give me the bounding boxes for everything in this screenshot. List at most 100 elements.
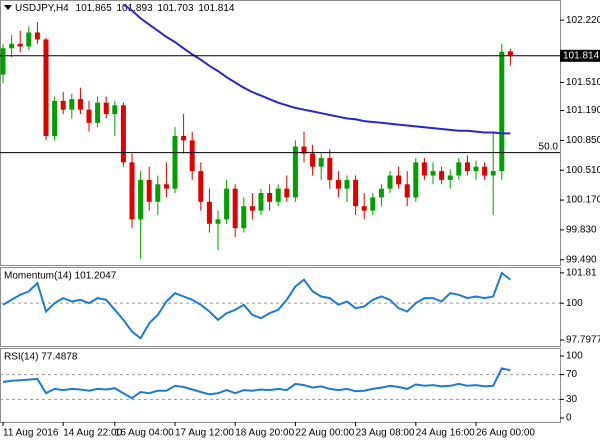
momentum-pane [0,267,561,347]
x-tick-label: 22 Aug 00:00 [295,428,354,439]
y-tick-label: 101.190 [566,105,600,116]
price-label: 101.814 [563,50,600,61]
ohlc-open: 101.865 [76,3,113,14]
y-tick-label: 100.850 [566,135,600,146]
y-tick-label: 0 [566,413,572,424]
level-label: 50.0 [539,141,559,152]
y-tick-label: 101.81 [566,267,597,278]
candle-body [387,175,393,189]
candle-body [95,102,101,123]
x-tick-label: 24 Aug 16:00 [416,428,475,439]
indicator-line [2,271,512,340]
candle-body [275,188,281,202]
candle-body [447,175,453,180]
candle-body [499,51,505,172]
candle-body [86,109,92,123]
candle-body [335,179,341,189]
candle-body [301,146,307,154]
candle-body [249,206,255,211]
symbol-marker [4,5,12,10]
candle-body [267,193,273,202]
ohlc-low: 101.703 [157,3,194,14]
candle-body [77,99,83,110]
x-tick-label: 17 Aug 12:00 [175,428,234,439]
candle-body [52,100,58,137]
candle-body [34,32,40,40]
candle-body [181,136,187,141]
candle-body [138,179,144,220]
y-tick-label: 100 [566,298,583,309]
candle-body [413,162,419,198]
y-tick-label: 97.7977 [566,335,600,346]
x-tick-label: 26 Aug 00:00 [476,428,535,439]
candle-body [507,51,513,56]
candle-body [456,162,462,176]
y-tick-label: 101.510 [566,77,600,88]
ohlc-close: 101.814 [198,3,235,14]
y-tick-label: 30 [566,394,578,405]
rsi-pane [0,348,561,423]
candle-body [361,206,367,211]
candle-body [9,43,15,49]
y-tick-label: 100.170 [566,195,600,206]
candle-body [241,206,247,229]
candle-body [103,102,109,115]
candle-body [318,157,324,167]
candle-body [224,188,230,220]
candle-body [490,171,496,176]
y-tick-label: 99.490 [566,254,597,265]
candle-body [43,39,49,137]
chart-header: USDJPY,H4 101.865 101.893 101.703 101.81… [15,3,235,14]
candle-body [69,99,75,110]
moving-average [122,3,511,135]
y-tick-label: 70 [566,369,578,380]
candle-body [189,140,195,172]
y-tick-label: 100.510 [566,165,600,176]
candle-body [26,32,32,47]
candle-body [129,162,135,220]
candle-body [327,157,333,180]
candle-body [60,100,66,110]
candle-body [155,184,161,202]
price-box [560,49,600,62]
candle-body [378,188,384,198]
candle-body [163,184,169,189]
candle-body [292,146,298,198]
candle-body [206,201,212,224]
candle-body [482,166,488,176]
candle-body [310,153,316,167]
x-tick-label: 23 Aug 08:00 [356,428,415,439]
y-tick-label: 99.830 [566,225,597,236]
candle-body [0,48,6,75]
candle-body [473,166,479,172]
candle-body [17,43,23,47]
symbol: USDJPY,H4 [15,3,69,14]
ohlc-high: 101.893 [116,3,153,14]
candle-body [120,105,126,163]
x-tick-label: 16 Aug 04:00 [115,428,174,439]
candle-body [198,171,204,202]
candle-body [464,162,470,172]
x-tick-label: 18 Aug 20:00 [235,428,294,439]
rsi-title: RSI(14) 77.4878 [4,352,78,363]
main-pane [0,0,561,266]
candle-body [344,179,350,189]
x-tick-label: 14 Aug 22:00 [63,428,122,439]
candle-body [421,162,427,176]
momentum-title: Momentum(14) 101.2047 [4,271,117,282]
candle-body [404,184,410,198]
candle-body [172,136,178,189]
candle-body [258,193,264,211]
candle-body [370,197,376,211]
candle-body [284,188,290,198]
candle-body [146,179,152,202]
x-tick-label: 11 Aug 2016 [3,428,59,439]
candle-body [215,219,221,224]
y-tick-label: 102.220 [566,15,600,26]
candle-body [430,171,436,176]
candle-body [439,171,445,180]
y-tick-label: 100 [566,351,583,362]
candle-body [353,179,359,207]
